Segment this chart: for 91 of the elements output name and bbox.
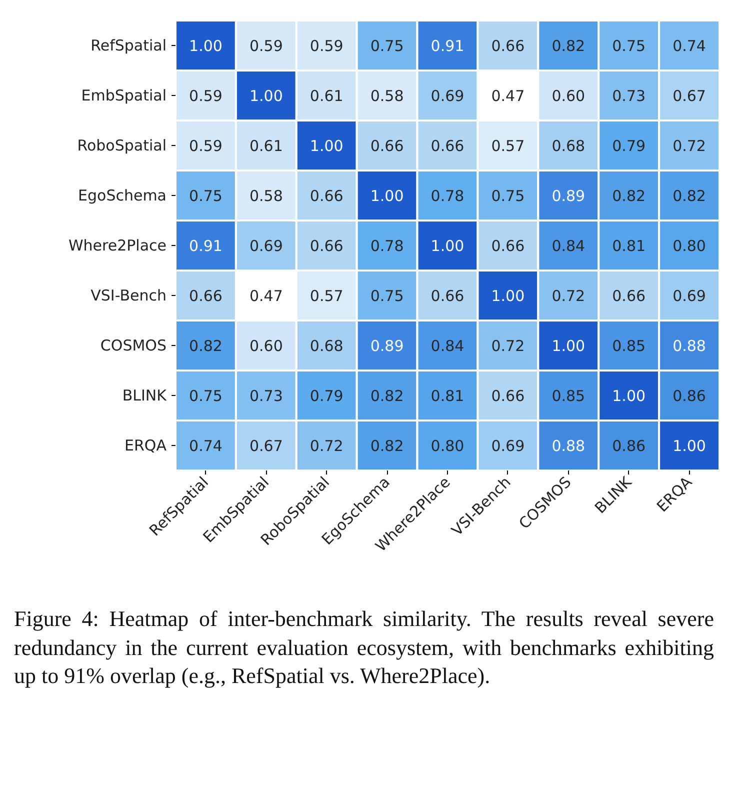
data-label: 0.47 [249,287,283,305]
data-label: 0.69 [672,287,706,305]
data-label: 0.72 [672,137,706,155]
data-label: 0.59 [189,137,222,155]
data-label: 0.82 [612,187,646,205]
data-label: 0.67 [249,437,283,455]
data-label: 1.00 [552,337,586,355]
y-tick-label: COSMOS [100,336,167,354]
data-label: 0.82 [552,37,586,55]
data-label: 0.60 [249,337,283,355]
data-label: 0.66 [189,287,222,305]
y-tick-label: RefSpatial [90,36,167,54]
data-label: 1.00 [249,87,283,105]
data-label: 0.72 [552,287,586,305]
data-label: 0.59 [310,37,344,55]
y-tick-label: RoboSpatial [77,136,167,154]
data-label: 0.91 [189,237,222,255]
y-tick-label: EgoSchema [78,186,166,204]
data-label: 0.81 [612,237,646,255]
data-label: 1.00 [491,287,525,305]
data-label: 0.69 [430,87,464,105]
y-tick-label: ERQA [124,436,168,454]
data-label: 0.82 [189,337,222,355]
y-tick-label: Where2Place [68,236,167,254]
data-label: 0.66 [430,287,464,305]
data-label: 0.58 [370,87,404,105]
data-label: 0.79 [310,387,344,405]
data-label: 0.72 [310,437,344,455]
data-label: 0.74 [189,437,222,455]
data-label: 0.61 [249,137,283,155]
y-tick-label: VSI-Bench [90,286,167,304]
data-label: 0.58 [249,187,283,205]
data-label: 0.81 [430,387,464,405]
data-label: 0.47 [491,87,525,105]
data-label: 0.85 [612,337,646,355]
data-label: 1.00 [310,137,344,155]
data-label: 0.66 [310,187,344,205]
data-label: 0.82 [370,437,404,455]
data-label: 0.59 [189,87,222,105]
data-label: 0.66 [491,387,525,405]
data-label: 0.75 [370,287,404,305]
data-label: 0.68 [552,137,586,155]
data-label: 0.75 [189,387,222,405]
data-label: 0.60 [552,87,586,105]
data-label: 0.75 [370,37,404,55]
data-label: 0.61 [310,87,344,105]
data-label: 0.88 [552,437,586,455]
data-label: 0.66 [612,287,646,305]
data-label: 0.73 [612,87,646,105]
data-label: 0.86 [612,437,646,455]
data-label: 0.68 [310,337,344,355]
data-label: 0.69 [491,437,525,455]
data-label: 0.72 [491,337,525,355]
data-label: 0.59 [249,37,283,55]
data-label: 0.84 [552,237,586,255]
data-label: 0.66 [370,137,404,155]
data-label: 0.80 [672,237,706,255]
data-label: 0.69 [249,237,283,255]
data-label: 1.00 [430,237,464,255]
data-label: 0.78 [370,237,404,255]
data-label: 0.66 [491,37,525,55]
y-tick-label: EmbSpatial [81,86,167,104]
data-label: 0.73 [249,387,283,405]
data-label: 1.00 [612,387,646,405]
data-label: 1.00 [370,187,404,205]
data-label: 0.82 [370,387,404,405]
data-label: 0.57 [310,287,344,305]
data-label: 0.75 [491,187,525,205]
data-label: 0.86 [672,387,706,405]
data-label: 0.66 [310,237,344,255]
data-label: 0.89 [552,187,586,205]
data-label: 0.89 [370,337,404,355]
data-label: 0.66 [430,137,464,155]
data-label: 0.79 [612,137,646,155]
data-label: 0.85 [552,387,586,405]
data-label: 0.67 [672,87,706,105]
data-label: 0.82 [672,187,706,205]
data-label: 0.88 [672,337,706,355]
data-label: 0.75 [612,37,646,55]
data-label: 0.84 [430,337,464,355]
data-label: 0.66 [491,237,525,255]
data-label: 0.91 [430,37,464,55]
data-label: 0.75 [189,187,222,205]
data-label: 0.78 [430,187,464,205]
data-label: 0.80 [430,437,464,455]
data-label: 0.74 [672,37,706,55]
y-tick-label: BLINK [122,386,168,404]
data-label: 0.57 [491,137,525,155]
data-label: 1.00 [189,37,222,55]
data-label: 1.00 [672,437,706,455]
caption: Figure 4: Heatmap of inter-benchmark similarity. The results reveal severe redundancy in the current evaluation ecosystem, with benchmarks exhibiting up to 91% overlap (e.g., RefSpatial vs. Where2Place). [14,605,714,690]
